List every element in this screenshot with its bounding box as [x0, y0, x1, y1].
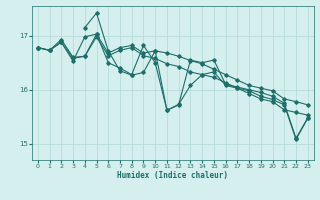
- X-axis label: Humidex (Indice chaleur): Humidex (Indice chaleur): [117, 171, 228, 180]
